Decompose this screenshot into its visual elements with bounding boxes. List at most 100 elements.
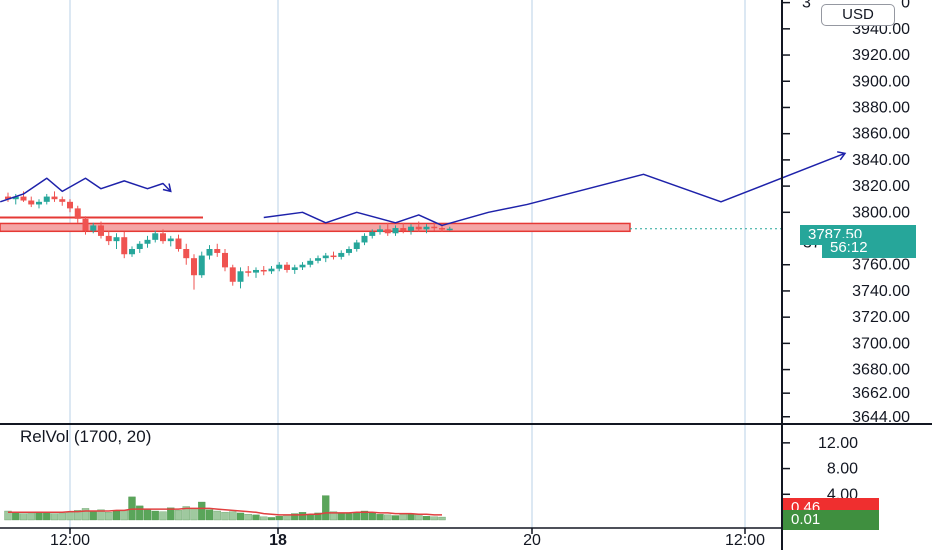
price-tick-label: 3760.00 <box>852 257 910 274</box>
candle-body <box>353 242 360 250</box>
volume-bar <box>151 510 159 521</box>
currency-button[interactable]: USD <box>821 4 895 26</box>
candle-body <box>338 252 345 257</box>
trend-drawings <box>0 151 847 227</box>
volume-bar <box>314 512 322 521</box>
trend-zigzag <box>0 177 172 203</box>
candle-body <box>51 196 58 200</box>
candle-body <box>299 264 306 268</box>
volume-bar <box>322 495 330 521</box>
time-tick-label: 20 <box>523 532 541 549</box>
volume-bar <box>267 517 276 521</box>
volume-bar <box>415 514 423 521</box>
candle-body <box>307 260 314 265</box>
candle-body <box>43 196 50 202</box>
candle-body <box>59 199 66 202</box>
candle-body <box>392 228 399 234</box>
candle-body <box>384 229 391 234</box>
volume-bar <box>260 516 268 521</box>
candle-body <box>12 196 19 200</box>
volume-bar <box>97 509 105 521</box>
volume-bar <box>105 512 113 521</box>
volume-bar <box>205 509 214 521</box>
volume-bar <box>353 512 361 521</box>
volume-bar <box>190 508 198 521</box>
volume-bar <box>27 512 35 521</box>
support-zone <box>0 216 782 233</box>
volume-bar <box>384 514 392 521</box>
candle-body <box>20 196 27 201</box>
candle-body <box>98 225 104 236</box>
candle-body <box>121 237 128 255</box>
volume-bar <box>275 515 283 521</box>
candle-body <box>361 235 368 243</box>
volume-bar <box>58 512 66 521</box>
volume-bar <box>329 511 338 521</box>
candle-body <box>183 249 190 259</box>
candle-body <box>245 271 252 273</box>
volume-bar <box>376 514 384 521</box>
volume-bar <box>81 508 90 521</box>
candle-body <box>175 238 182 250</box>
candle-body <box>152 233 159 240</box>
volume-bar <box>345 513 353 521</box>
relvol-sub-badge: 0.01 <box>783 510 879 530</box>
volume-tick-label: 8.00 <box>827 461 858 478</box>
volume-bar <box>252 514 260 521</box>
candle-body <box>74 208 81 219</box>
candle-body <box>28 200 35 205</box>
volume-bar <box>198 501 206 521</box>
price-tick-label-cut: 0 <box>901 0 910 12</box>
volume-bar <box>283 514 291 521</box>
volume-bar <box>337 512 345 521</box>
volume-bar <box>50 513 59 521</box>
candle-body <box>129 249 135 255</box>
candles <box>5 191 453 290</box>
candle-body <box>346 249 352 253</box>
candle-body <box>229 267 236 282</box>
candle-body <box>322 255 329 259</box>
price-tick-label: 3840.00 <box>852 152 910 169</box>
volume-bars <box>4 495 446 521</box>
candle-body <box>136 243 143 250</box>
volume-bar <box>174 510 183 521</box>
arrow-head <box>162 183 172 193</box>
volume-bar <box>221 512 229 521</box>
volume-bar <box>229 511 237 521</box>
candle-body <box>222 252 228 268</box>
candle-body <box>144 239 151 244</box>
price-tick-label: 3820.00 <box>852 178 910 195</box>
candle-body <box>113 237 120 242</box>
candle-body <box>369 231 376 236</box>
volume-bar <box>136 505 144 521</box>
grid-lines <box>69 0 746 530</box>
candle-body <box>214 249 221 253</box>
price-tick-label: 3680.00 <box>852 362 910 379</box>
volume-bar <box>159 511 167 521</box>
volume-bar <box>4 510 12 521</box>
volume-bar <box>368 512 376 521</box>
candle-body <box>5 196 11 200</box>
candle-body <box>431 226 438 229</box>
price-tick-label: 3800.00 <box>852 204 910 221</box>
candle-body <box>36 201 42 205</box>
price-tick-label: 3920.00 <box>852 47 910 64</box>
price-tick-label: 3860.00 <box>852 126 910 143</box>
price-tick-label: 3662.00 <box>852 385 910 402</box>
trend-zigzag <box>263 152 846 227</box>
countdown-badge: 56:12 <box>822 238 916 258</box>
indicator-label[interactable]: RelVol (1700, 20) <box>20 427 152 446</box>
volume-bar <box>291 513 299 521</box>
volume-tick-label: 12.00 <box>818 435 858 452</box>
volume-bar <box>43 512 51 521</box>
volume-bar <box>89 511 97 521</box>
axis-ticks: 3940.003920.003900.003880.003860.003840.… <box>50 0 910 549</box>
candle-body <box>105 235 112 242</box>
candle-body <box>276 264 283 269</box>
volume-bar <box>167 507 175 521</box>
candle-body <box>167 238 174 242</box>
volume-bar <box>438 516 446 521</box>
volume-ma-line <box>8 507 442 516</box>
volume-bar <box>66 512 74 521</box>
